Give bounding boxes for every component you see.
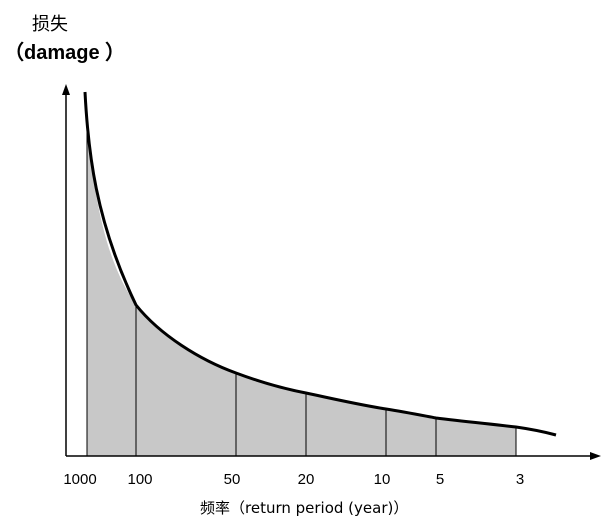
x-tick-label: 10 [373, 471, 391, 488]
x-tick-label: 5 [435, 471, 445, 488]
x-axis-label: 频率（return period (year)） [200, 499, 409, 517]
x-tick-label: 100 [127, 471, 153, 488]
y-axis-label-english: （damage ） [4, 42, 126, 64]
damage-curve [83, 91, 557, 437]
x-tick-label: 50 [223, 471, 241, 488]
x-tick-label: 3 [515, 471, 525, 488]
x-tick-label: 20 [297, 471, 315, 488]
shaded-area [87, 128, 516, 456]
y-axis-label-chinese: 损失 [32, 14, 68, 35]
x-tick-label: 1000 [63, 471, 97, 488]
x-axis-arrow [590, 452, 601, 460]
y-axis-arrow [62, 84, 70, 95]
